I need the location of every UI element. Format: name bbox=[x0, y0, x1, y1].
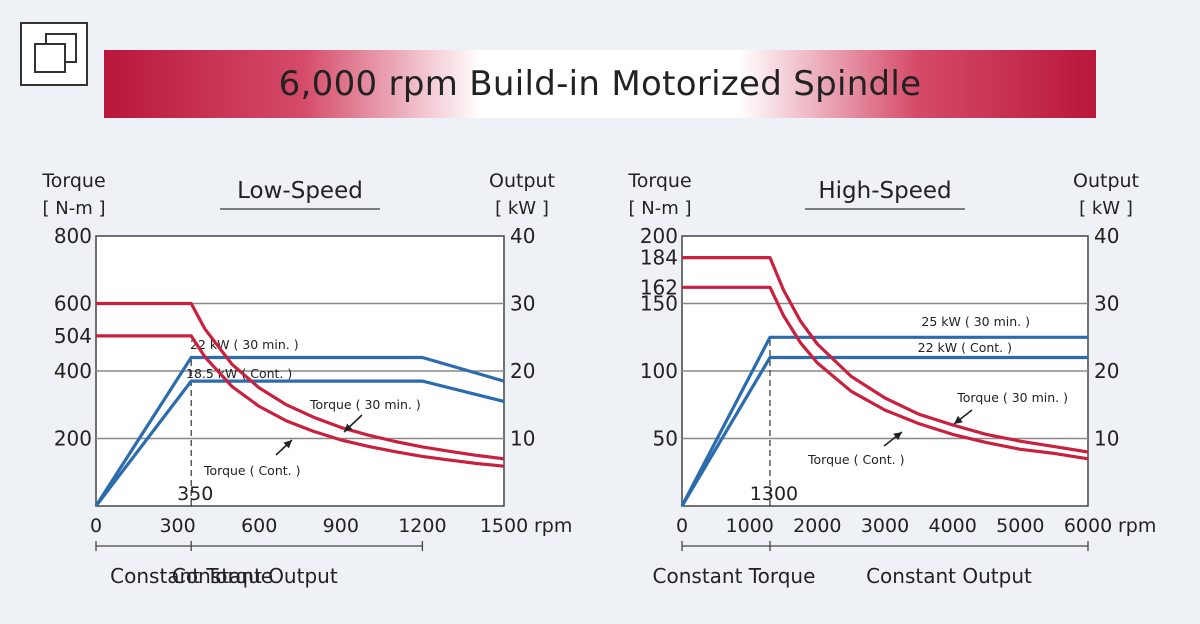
low-series-label-4: Torque ( Cont. ) bbox=[203, 463, 300, 478]
low-x-tick-label: 1200 bbox=[398, 515, 446, 537]
high-region-label-constant-output: Constant Output bbox=[866, 564, 1032, 588]
low-torque-tick-label: 400 bbox=[54, 359, 92, 383]
high-series-label-2: 22 kW ( Cont. ) bbox=[918, 340, 1012, 355]
high-torque-tick-label: 184 bbox=[640, 246, 678, 270]
page-title: 6,000 rpm Build-in Motorized Spindle bbox=[278, 64, 922, 104]
high-torque-tick-label: 150 bbox=[640, 292, 678, 316]
low-x-unit-label: rpm bbox=[534, 515, 572, 537]
high-x-tick-label: 0 bbox=[676, 515, 688, 537]
high-torque-tick-label: 100 bbox=[640, 359, 678, 383]
low-region-label-constant-output: Constant Output bbox=[172, 564, 338, 588]
low-series-label-3: Torque ( 30 min. ) bbox=[309, 397, 421, 412]
low-right-axis-label: Output bbox=[489, 170, 555, 192]
low-left-axis-unit: [ N-m ] bbox=[43, 198, 106, 219]
high-left-axis-label: Torque bbox=[627, 170, 691, 192]
low-torque-tick-label: 504 bbox=[54, 324, 92, 348]
low-torque-tick-label: 800 bbox=[54, 224, 92, 248]
low-series-line-3 bbox=[96, 301, 505, 461]
low-x-tick-label: 1500 bbox=[480, 515, 528, 537]
high-x-tick-label: 5000 bbox=[996, 515, 1044, 537]
high-callout-arrowhead bbox=[954, 415, 963, 424]
low-x-tick-label: 0 bbox=[90, 515, 102, 537]
high-torque-tick-label: 162 bbox=[640, 275, 678, 299]
low-base-speed-label: 350 bbox=[177, 483, 213, 505]
low-series-label-2: 18.5 kW ( Cont. ) bbox=[186, 366, 292, 381]
high-torque-tick-label: 200 bbox=[640, 224, 678, 248]
high-right-axis-unit: [ kW ] bbox=[1079, 198, 1133, 219]
low-x-tick-label: 900 bbox=[323, 515, 359, 537]
low-callout-arrowhead bbox=[283, 440, 292, 449]
low-output-tick-label: 30 bbox=[510, 292, 535, 316]
high-output-tick-label: 30 bbox=[1094, 292, 1119, 316]
high-output-tick-label: 20 bbox=[1094, 359, 1119, 383]
low-series-line-1 bbox=[94, 355, 505, 507]
high-series-label-4: Torque ( Cont. ) bbox=[807, 452, 904, 467]
low-chart-title: Low-Speed bbox=[237, 178, 363, 204]
high-right-axis-label: Output bbox=[1073, 170, 1139, 192]
low-output-tick-label: 40 bbox=[510, 224, 535, 248]
high-x-tick-label: 6000 bbox=[1064, 515, 1112, 537]
high-x-tick-label: 1000 bbox=[725, 515, 773, 537]
high-x-unit-label: rpm bbox=[1118, 515, 1156, 537]
high-torque-tick-label: 50 bbox=[653, 427, 678, 451]
high-series-label-1: 25 kW ( 30 min. ) bbox=[921, 314, 1030, 329]
high-region-label-constant-torque: Constant Torque bbox=[653, 564, 816, 588]
low-torque-tick-label: 200 bbox=[54, 427, 92, 451]
low-series-label-1: 22 kW ( 30 min. ) bbox=[190, 337, 299, 352]
low-output-tick-label: 20 bbox=[510, 359, 535, 383]
high-series-label-3: Torque ( 30 min. ) bbox=[956, 390, 1068, 405]
high-left-axis-unit: [ N-m ] bbox=[629, 198, 692, 219]
high-base-speed-label: 1300 bbox=[750, 483, 798, 505]
high-x-tick-label: 4000 bbox=[928, 515, 976, 537]
low-series-line-2 bbox=[94, 379, 505, 507]
high-series-line-2 bbox=[680, 355, 1088, 507]
low-series-line-4 bbox=[96, 334, 505, 468]
low-region-label-constant-torque: Constant Torque bbox=[110, 564, 273, 588]
low-left-axis-label: Torque bbox=[41, 170, 105, 192]
low-output-tick-label: 10 bbox=[510, 427, 535, 451]
high-series-line-3 bbox=[682, 256, 1089, 454]
title-banner: 6,000 rpm Build-in Motorized Spindle bbox=[104, 50, 1096, 118]
high-x-tick-label: 3000 bbox=[861, 515, 909, 537]
low-x-tick-label: 600 bbox=[241, 515, 277, 537]
low-x-tick-label: 300 bbox=[159, 515, 195, 537]
overlap-squares-icon bbox=[20, 22, 88, 86]
high-series-line-4 bbox=[682, 285, 1089, 461]
high-output-tick-label: 40 bbox=[1094, 224, 1119, 248]
high-output-tick-label: 10 bbox=[1094, 427, 1119, 451]
low-callout-arrowhead bbox=[344, 423, 353, 432]
low-torque-tick-label: 600 bbox=[54, 292, 92, 316]
high-callout-arrowhead bbox=[893, 432, 902, 441]
high-x-tick-label: 2000 bbox=[793, 515, 841, 537]
high-chart-title: High-Speed bbox=[818, 178, 951, 204]
high-series-line-1 bbox=[680, 335, 1088, 507]
low-right-axis-unit: [ kW ] bbox=[495, 198, 549, 219]
